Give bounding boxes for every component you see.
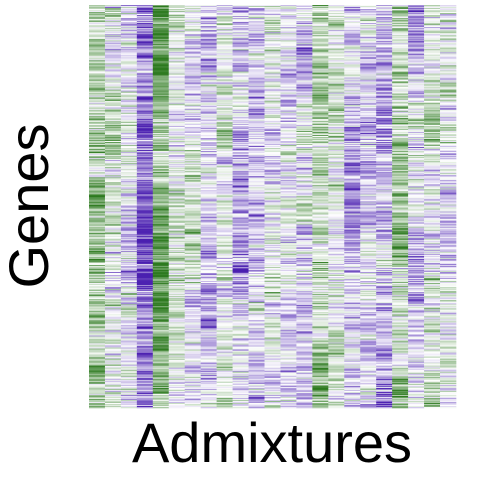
heatmap-cell <box>201 407 217 408</box>
heatmap-cell <box>169 407 185 408</box>
heatmap-cell <box>153 407 169 408</box>
heatmap-cell <box>217 407 233 408</box>
heatmap-cell <box>233 407 249 408</box>
heatmap-cell <box>249 407 265 408</box>
heatmap-cell <box>105 407 121 408</box>
heatmap-cells <box>89 5 456 408</box>
heatmap-cell <box>185 407 201 408</box>
heatmap-cell <box>89 407 105 408</box>
heatmap-cell <box>121 407 137 408</box>
heatmap-cell <box>137 407 153 408</box>
heatmap-cell <box>265 407 281 408</box>
